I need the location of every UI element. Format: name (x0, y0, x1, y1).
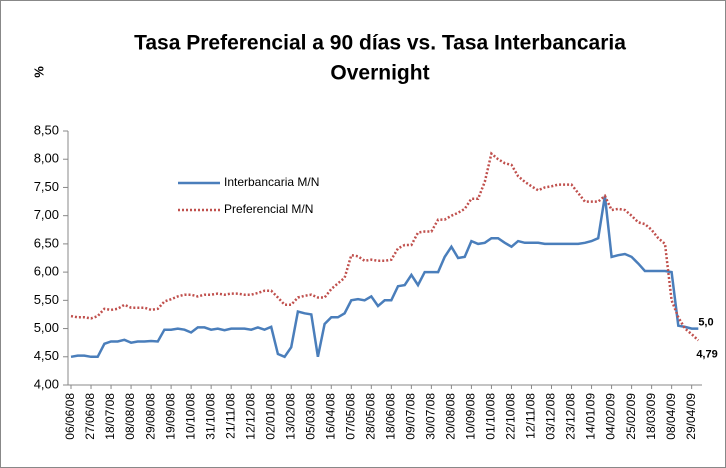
x-tick-label: 18/03/09 (644, 393, 658, 440)
x-tick-label: 08/08/08 (123, 393, 137, 440)
x-tick-label: 21/11/08 (223, 393, 237, 439)
y-tick-label: 5,50 (34, 292, 59, 307)
x-tick-label: 07/05/08 (343, 393, 357, 440)
legend-label: Interbancaria M/N (224, 175, 319, 189)
series-line (70, 195, 699, 359)
value-label: 4,79 (696, 348, 717, 360)
x-tick-label: 31/10/08 (203, 393, 217, 440)
x-tick-label: 16/04/08 (323, 393, 337, 440)
x-tick-label: 06/06/08 (63, 393, 77, 440)
chart-subtitle: Overnight (330, 62, 429, 85)
x-tick-label: 19/09/08 (163, 393, 177, 440)
x-tick-label: 14/01/09 (584, 393, 598, 440)
x-tick-label: 22/10/08 (504, 393, 518, 440)
y-tick-label: 6,50 (34, 235, 59, 250)
y-tick-label: 8,00 (34, 151, 59, 166)
y-tick-label: 6,00 (34, 264, 59, 279)
x-tick-label: 28/05/08 (363, 393, 377, 440)
x-tick-label: 10/09/08 (464, 393, 478, 440)
x-tick-label: 27/06/08 (83, 393, 97, 440)
y-axis-label: % (31, 66, 46, 78)
y-tick-label: 7,50 (34, 179, 59, 194)
x-tick-label: 10/10/08 (183, 393, 197, 440)
x-tick-label: 08/04/09 (664, 393, 678, 440)
y-tick-label: 4,00 (34, 376, 59, 391)
y-tick-label: 8,50 (34, 122, 59, 137)
x-tick-label: 02/01/08 (263, 393, 277, 440)
x-tick-label: 18/07/08 (103, 393, 117, 440)
chart-title: Tasa Preferencial a 90 días vs. Tasa Int… (134, 32, 626, 55)
x-tick-label: 30/07/08 (424, 393, 438, 440)
x-tick-label: 12/11/08 (524, 393, 538, 439)
x-tick-label: 01/10/08 (484, 393, 498, 440)
x-tick-label: 12/12/08 (243, 393, 257, 440)
x-tick-label: 05/03/08 (303, 393, 317, 440)
value-label: 5,0 (698, 316, 713, 328)
y-tick-label: 5,00 (34, 320, 59, 335)
x-tick-label: 03/12/08 (544, 393, 558, 440)
y-tick-label: 7,00 (34, 207, 59, 222)
x-tick-label: 23/12/08 (564, 393, 578, 440)
x-tick-label: 09/07/08 (404, 393, 418, 440)
x-tick-label: 29/08/08 (143, 393, 157, 440)
x-tick-label: 20/08/08 (444, 393, 458, 440)
x-tick-label: 25/02/09 (624, 393, 638, 440)
x-tick-label: 13/02/08 (283, 393, 297, 440)
x-tick-label: 29/04/09 (684, 393, 698, 440)
x-tick-label: 04/02/09 (604, 393, 618, 440)
legend-label: Preferencial M/N (224, 202, 313, 216)
x-tick-label: 18/06/08 (384, 393, 398, 440)
y-tick-label: 4,50 (34, 348, 59, 363)
